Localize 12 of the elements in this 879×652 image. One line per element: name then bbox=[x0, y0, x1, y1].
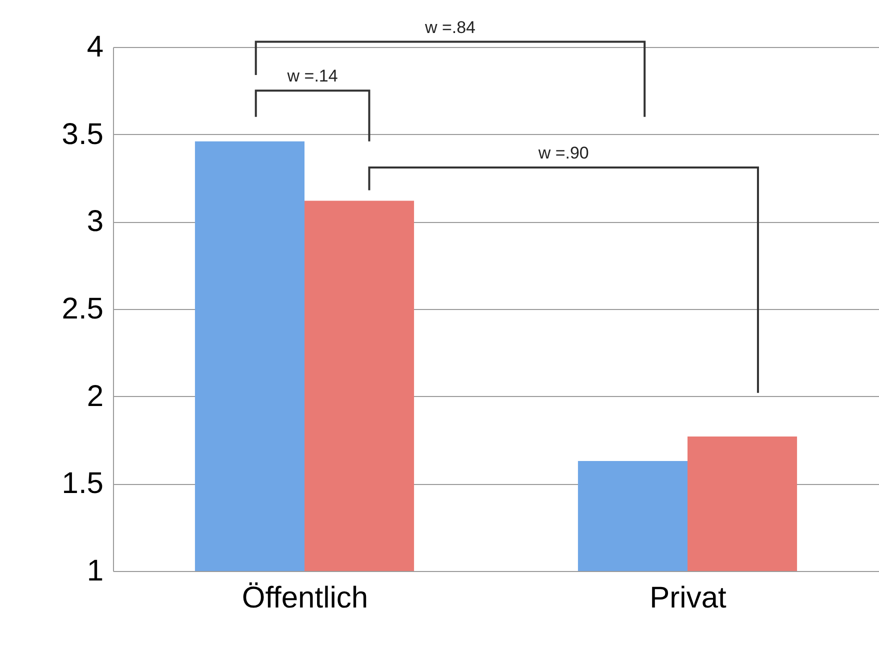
x-tick-label: Privat bbox=[650, 582, 728, 614]
y-tick-label: 2.5 bbox=[62, 292, 104, 326]
text: w =.84 bbox=[424, 18, 476, 37]
annotation: w =.90 bbox=[537, 144, 589, 163]
y-tick-label: 1.5 bbox=[62, 467, 104, 500]
y-tick-label: 4 bbox=[86, 30, 104, 64]
annotation: w =.14 bbox=[286, 66, 338, 86]
y-tick-label: 3.5 bbox=[62, 118, 104, 151]
y-tick-label: 1 bbox=[86, 554, 104, 588]
y-tick-label: 2 bbox=[86, 380, 104, 413]
x-tick-label: Öffentlich bbox=[242, 582, 368, 614]
y-tick-label: 3 bbox=[86, 205, 104, 238]
